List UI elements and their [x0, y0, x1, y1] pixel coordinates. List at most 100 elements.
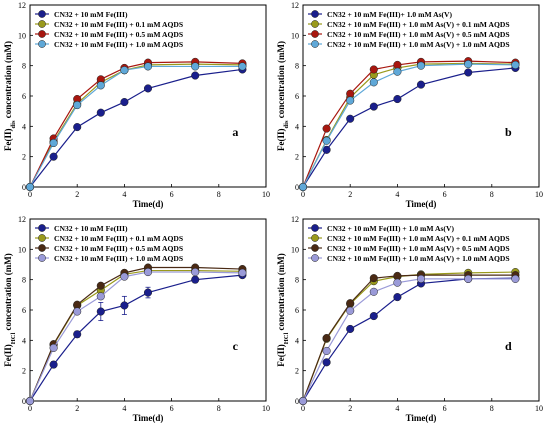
y-tick-label: 12: [291, 1, 299, 10]
series-4: [25, 62, 247, 192]
x-tick-label: 0: [28, 404, 32, 413]
legend-entry: CN32 + 10 mM Fe(III) + 1.0 mM As(V) + 1.…: [327, 40, 510, 49]
series-3: [25, 57, 247, 192]
x-tick-label: 6: [170, 190, 174, 199]
y-tick-label: 4: [22, 122, 26, 131]
series-2: [298, 268, 520, 406]
data-point: [96, 108, 105, 117]
y-tick-label: 6: [295, 92, 299, 101]
data-point: [120, 301, 129, 310]
data-point: [191, 268, 200, 277]
data-point: [416, 61, 426, 70]
y-tick-label: 8: [295, 276, 299, 285]
panel-d: 0 2 4 6 8 10 0 2 4 6 8 10 12 Time(d) Fe(II)HCl concent…: [276, 215, 543, 423]
x-tick-label: 6: [443, 190, 447, 199]
legend-marker: [311, 234, 319, 242]
data-point: [369, 78, 378, 87]
y-tick-label: 4: [295, 122, 299, 131]
data-point: [322, 145, 331, 154]
data-point: [73, 330, 82, 339]
y-tick-label: 2: [22, 153, 26, 162]
legend-entry: CN32 + 10 mM Fe(III): [54, 10, 128, 19]
x-tick-label: 2: [75, 404, 79, 413]
panel-label: b: [505, 125, 512, 139]
data-point: [464, 274, 473, 283]
data-point: [96, 281, 105, 290]
data-point: [120, 98, 129, 107]
x-tick-label: 2: [348, 190, 352, 199]
data-point: [369, 274, 378, 283]
data-point: [143, 84, 153, 93]
y-tick-label: 2: [295, 367, 299, 376]
series-2: [298, 59, 520, 192]
legend-entry: CN32 + 10 mM Fe(III) + 0.1 mM AQDS: [54, 234, 183, 243]
data-point: [393, 94, 402, 104]
legend-entry: CN32 + 10 mM Fe(III) + 1.0 mM As(V) + 0.…: [327, 20, 510, 29]
legend-marker: [311, 30, 319, 38]
data-point: [464, 68, 473, 77]
y-tick-label: 12: [18, 1, 26, 10]
legend-marker: [311, 254, 319, 262]
data-point: [120, 272, 129, 281]
legend-marker: [38, 224, 46, 232]
y-tick-label: 6: [22, 306, 26, 315]
legend-marker: [38, 40, 46, 48]
legend-marker: [311, 40, 319, 48]
data-point: [49, 152, 58, 161]
y-tick-label: 2: [295, 153, 299, 162]
y-tick-label: 4: [22, 336, 26, 345]
data-point: [143, 268, 153, 277]
series-line: [29, 274, 243, 402]
x-tick-label: 4: [122, 404, 126, 413]
x-tick-label: 4: [395, 404, 399, 413]
series-3: [25, 263, 247, 406]
legend: CN32 + 10 mM Fe(III) + 1.0 mM As(V)CN32 …: [308, 224, 510, 263]
x-axis-label: Time(d): [133, 413, 164, 423]
data-point: [96, 81, 105, 90]
legend-entry: CN32 + 10 mM Fe(III) + 0.5 mM AQDS: [54, 30, 183, 39]
y-axis-label-rest: concentration (mM): [3, 41, 13, 120]
x-tick-label: 8: [217, 404, 221, 413]
data-point: [416, 80, 426, 89]
y-axis-label: Fe(II)HCl concentration (mM): [276, 253, 290, 367]
data-point: [393, 67, 402, 76]
x-tick-label: 0: [301, 404, 305, 413]
x-tick-label: 2: [348, 404, 352, 413]
data-point: [369, 102, 378, 111]
y-axis-label-rest: concentration (mM): [3, 253, 13, 332]
data-point: [73, 101, 82, 110]
series-line: [29, 68, 243, 188]
series-line: [302, 63, 516, 188]
panel-c: 0 2 4 6 8 10 0 2 4 6 8 10 12 Time(d) Fe(II)HCl concent…: [3, 215, 270, 423]
y-axis-label: Fe(II)HCl concentration (mM): [3, 253, 17, 367]
y-axis-label: Fe(II)dis concentration (mM): [3, 41, 17, 151]
series-2: [25, 60, 247, 192]
series-1: [25, 271, 247, 406]
legend-entry: CN32 + 10 mM Fe(III)+ 1.0 mM As(V): [327, 10, 453, 19]
y-axis-label: Fe(II)dis concentration (mM): [276, 41, 290, 151]
x-tick-label: 6: [443, 404, 447, 413]
series-line: [29, 271, 243, 402]
y-axis-label-rest: concentration (mM): [276, 253, 286, 332]
data-point: [346, 96, 355, 105]
series-line: [302, 278, 516, 402]
legend-entry: CN32 + 10 mM Fe(III) + 0.1 mM AQDS: [54, 20, 183, 29]
series-line: [302, 60, 516, 188]
x-axis-label: Time(d): [406, 199, 437, 209]
y-tick-label: 8: [22, 276, 26, 285]
y-tick-label: 4: [295, 336, 299, 345]
series-line: [302, 62, 516, 188]
legend-entry: CN32 + 10 mM Fe(III) + 1.0 mM As(V) + 0.…: [327, 234, 510, 243]
legend-marker: [311, 244, 319, 252]
data-point: [346, 114, 355, 123]
data-point: [49, 138, 58, 148]
data-point: [73, 300, 82, 309]
legend: CN32 + 10 mM Fe(III)CN32 + 10 mM Fe(III)…: [35, 224, 183, 263]
legend-marker: [311, 20, 319, 28]
legend-entry: CN32 + 10 mM Fe(III) + 1.0 mM AQDS: [54, 254, 183, 263]
x-tick-label: 8: [490, 190, 494, 199]
data-point: [25, 396, 35, 406]
data-point: [369, 287, 378, 296]
y-tick-label: 8: [22, 62, 26, 71]
